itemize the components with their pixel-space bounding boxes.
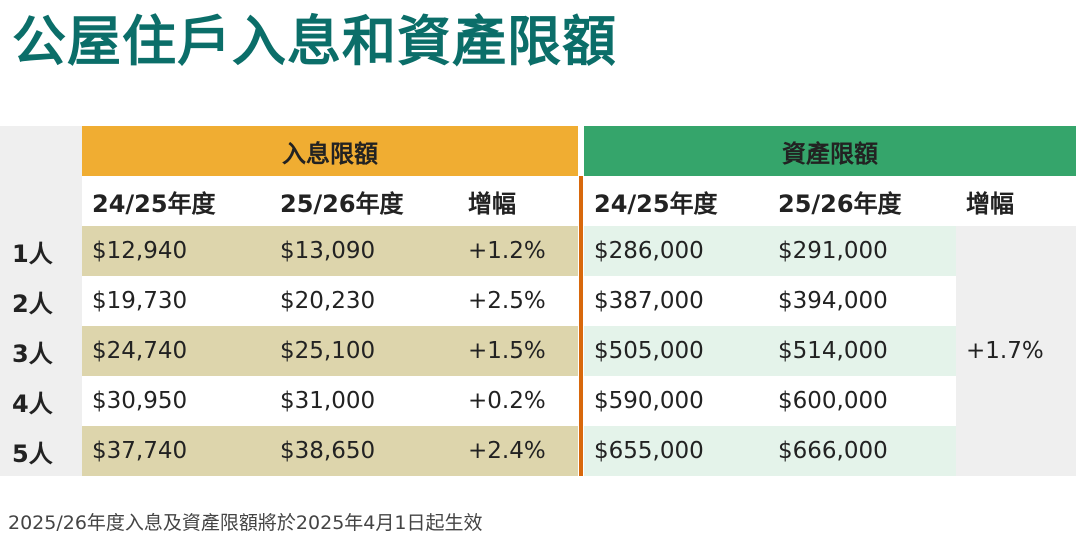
- asset-2425-cell: $387,000: [584, 276, 768, 326]
- col-header-asset-2425: 24/25年度: [584, 176, 768, 226]
- asset-2526-cell: $600,000: [768, 376, 956, 426]
- col-header-income-increase: 增幅: [458, 176, 578, 226]
- asset-limit-group-header: 資產限額: [584, 126, 1076, 176]
- income-2425-cell: $12,940: [82, 226, 270, 276]
- limits-table: 入息限額 資產限額 24/25年度 25/26年度 增幅 24/25年度 25/…: [0, 126, 1080, 476]
- asset-2425-cell: $655,000: [584, 426, 768, 476]
- asset-2425-cell: $505,000: [584, 326, 768, 376]
- income-2526-cell: $13,090: [270, 226, 458, 276]
- asset-2526-cell: $394,000: [768, 276, 956, 326]
- row-label: 2人: [0, 276, 82, 326]
- col-header-asset-increase: 增幅: [956, 176, 1076, 226]
- income-increase-cell: +1.5%: [458, 326, 578, 376]
- income-2425-cell: $30,950: [82, 376, 270, 426]
- column-divider: [579, 176, 583, 476]
- income-2425-cell: $37,740: [82, 426, 270, 476]
- asset-2425-cell: $590,000: [584, 376, 768, 426]
- row-label: 5人: [0, 426, 82, 476]
- income-2526-cell: $31,000: [270, 376, 458, 426]
- col-header-asset-2526: 25/26年度: [768, 176, 956, 226]
- income-2425-cell: $24,740: [82, 326, 270, 376]
- asset-2425-cell: $286,000: [584, 226, 768, 276]
- asset-increase-merged-cell: +1.7%: [956, 226, 1076, 476]
- asset-2526-cell: $291,000: [768, 226, 956, 276]
- row-label: 1人: [0, 226, 82, 276]
- header-gap: [578, 126, 584, 176]
- income-increase-cell: +2.5%: [458, 276, 578, 326]
- row-label: 4人: [0, 376, 82, 426]
- col-header-income-2425: 24/25年度: [82, 176, 270, 226]
- income-2526-cell: $25,100: [270, 326, 458, 376]
- income-2526-cell: $20,230: [270, 276, 458, 326]
- income-limit-group-header: 入息限額: [82, 126, 578, 176]
- row-label: 3人: [0, 326, 82, 376]
- page-title: 公屋住戶入息和資產限額: [12, 10, 617, 73]
- asset-2526-cell: $666,000: [768, 426, 956, 476]
- asset-2526-cell: $514,000: [768, 326, 956, 376]
- income-increase-cell: +1.2%: [458, 226, 578, 276]
- footnote: 2025/26年度入息及資產限額將於2025年4月1日起生效: [8, 512, 483, 534]
- income-2425-cell: $19,730: [82, 276, 270, 326]
- income-increase-cell: +2.4%: [458, 426, 578, 476]
- income-2526-cell: $38,650: [270, 426, 458, 476]
- col-header-income-2526: 25/26年度: [270, 176, 458, 226]
- table-corner: [0, 126, 82, 226]
- income-increase-cell: +0.2%: [458, 376, 578, 426]
